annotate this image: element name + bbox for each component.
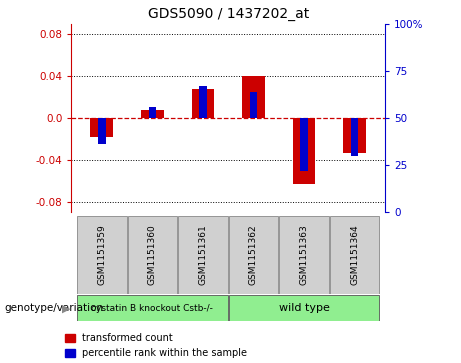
- Bar: [178, 216, 228, 294]
- Bar: [191, 89, 214, 118]
- Text: GSM1151360: GSM1151360: [148, 225, 157, 285]
- Bar: [98, 118, 106, 144]
- Bar: [148, 107, 156, 118]
- Bar: [293, 118, 315, 184]
- Text: GSM1151361: GSM1151361: [198, 225, 207, 285]
- Bar: [343, 118, 366, 152]
- Bar: [351, 118, 358, 156]
- Text: cystatin B knockout Cstb-/-: cystatin B knockout Cstb-/-: [91, 303, 213, 313]
- Bar: [242, 76, 265, 118]
- Bar: [77, 295, 228, 321]
- Text: GSM1151359: GSM1151359: [97, 225, 106, 285]
- Text: GSM1151362: GSM1151362: [249, 225, 258, 285]
- Legend: transformed count, percentile rank within the sample: transformed count, percentile rank withi…: [65, 333, 247, 358]
- Text: ▶: ▶: [62, 303, 71, 313]
- Bar: [229, 216, 278, 294]
- Bar: [90, 118, 113, 137]
- Text: GSM1151363: GSM1151363: [300, 225, 308, 285]
- Bar: [141, 110, 164, 118]
- Title: GDS5090 / 1437202_at: GDS5090 / 1437202_at: [148, 7, 309, 21]
- Bar: [128, 216, 177, 294]
- Bar: [279, 216, 329, 294]
- Bar: [300, 118, 308, 171]
- Bar: [199, 86, 207, 118]
- Bar: [77, 216, 127, 294]
- Bar: [250, 91, 257, 118]
- Bar: [330, 216, 379, 294]
- Text: wild type: wild type: [278, 303, 330, 313]
- Bar: [229, 295, 379, 321]
- Text: GSM1151364: GSM1151364: [350, 225, 359, 285]
- Text: genotype/variation: genotype/variation: [5, 303, 104, 313]
